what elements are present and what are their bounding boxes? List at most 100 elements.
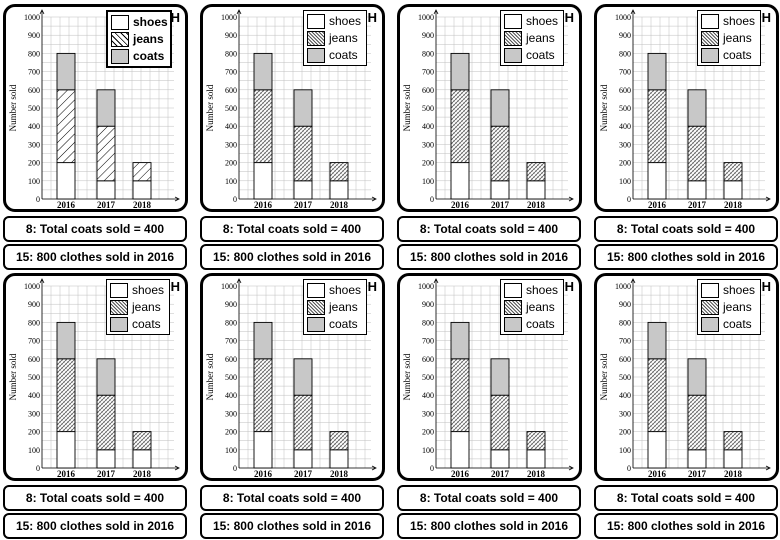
y-axis-label: Number sold [599,353,609,400]
legend-swatch-shoes [701,14,719,29]
version-tag: H [564,10,574,25]
bar-shoes-2017 [96,449,116,469]
bar-coats-2017 [490,89,510,127]
y-tick-label: 300 [422,140,434,149]
y-tick-label: 500 [619,373,631,382]
legend-swatch-coats [111,49,129,64]
legend-label: jeans [132,300,161,314]
x-tick-label: 2018 [133,200,152,209]
chart-panel: 0 100 200 300 400 500 600 700 800 900 1000 Number s… [397,273,582,481]
legend-swatch-jeans [111,32,129,47]
bar-jeans-2017 [687,125,707,182]
statement-box-2: 15: 800 clothes sold in 2016 [200,244,384,270]
legend-swatch-jeans [110,300,128,315]
statement-box-1: 8: Total coats sold = 400 [200,216,384,242]
y-axis-label: Number sold [599,84,609,131]
legend-swatch-jeans [504,31,522,46]
y-tick-label: 800 [28,318,40,327]
y-tick-label: 500 [619,104,631,113]
y-tick-label: 900 [422,31,434,40]
legend-swatch-coats [307,317,325,332]
y-tick-label: 700 [28,337,40,346]
legend-label: shoes [132,283,165,297]
y-tick-label: 400 [422,391,434,400]
version-tag: H [564,279,574,294]
legend-swatch-coats [110,317,128,332]
bar-shoes-2017 [293,449,313,469]
bar-shoes-2018 [526,180,546,200]
y-tick-label: 200 [225,428,237,437]
legend-item-coats: coats [701,317,759,333]
stacked-bar-chart: 0 100 200 300 400 500 600 700 800 900 1000 Number s… [205,9,377,209]
chart-card-2: 0 100 200 300 400 500 600 700 800 900 1000 Number s… [200,4,385,270]
y-tick-label: 100 [422,446,434,455]
bar-coats-2017 [96,89,116,127]
chart-card-8: 0 100 200 300 400 500 600 700 800 900 1000 Number s… [594,273,779,539]
y-tick-label: 200 [619,159,631,168]
y-tick-label: 1000 [418,282,434,291]
y-tick-label: 400 [28,122,40,131]
bar-jeans-2018 [526,162,546,182]
chart-panel: 0 100 200 300 400 500 600 700 800 900 1000 Number s… [3,273,188,481]
legend-swatch-shoes [307,283,325,298]
bar-shoes-2017 [96,180,116,200]
legend: shoes jeans coats [697,279,761,335]
bar-jeans-2016 [450,358,470,433]
bar-jeans-2017 [96,125,116,182]
x-tick-label: 2017 [688,469,707,478]
legend-swatch-shoes [504,14,522,29]
y-tick-label: 400 [225,391,237,400]
y-tick-label: 700 [422,337,434,346]
y-axis-label: Number sold [8,84,18,131]
bar-jeans-2016 [450,89,470,164]
x-tick-label: 2018 [330,469,349,478]
bar-jeans-2018 [329,431,349,451]
bar-coats-2016 [253,321,273,360]
legend-label: shoes [329,14,362,28]
bar-jeans-2018 [132,431,152,451]
legend-swatch-coats [701,48,719,63]
bar-coats-2016 [647,321,667,360]
y-axis-label: Number sold [205,353,215,400]
y-tick-label: 300 [619,140,631,149]
y-tick-label: 600 [619,86,631,95]
bar-coats-2016 [647,52,667,91]
bar-jeans-2016 [253,358,273,433]
y-tick-label: 100 [619,446,631,455]
y-tick-label: 300 [422,409,434,418]
version-tag: H [170,279,180,294]
stacked-bar-chart: 0 100 200 300 400 500 600 700 800 900 1000 Number s… [205,278,377,478]
bar-shoes-2017 [490,449,510,469]
bar-coats-2016 [253,52,273,91]
y-axis-label: Number sold [402,84,412,131]
y-tick-label: 1000 [418,13,434,22]
y-tick-label: 700 [619,337,631,346]
legend-label: coats [329,48,358,62]
y-tick-label: 400 [225,122,237,131]
chart-card-3: 0 100 200 300 400 500 600 700 800 900 1000 Number s… [397,4,582,270]
bar-shoes-2017 [293,180,313,200]
legend-label: shoes [723,283,756,297]
bar-coats-2017 [293,358,313,396]
y-tick-label: 500 [28,373,40,382]
x-tick-label: 2016 [57,200,76,209]
legend-label: shoes [329,283,362,297]
bar-shoes-2017 [687,180,707,200]
x-tick-label: 2017 [97,200,116,209]
chart-panel: 0 100 200 300 400 500 600 700 800 900 1000 Number s… [3,4,188,212]
y-tick-label: 100 [422,177,434,186]
x-tick-label: 2016 [57,469,76,478]
legend-label: coats [526,317,555,331]
legend-label: jeans [526,300,555,314]
x-tick-label: 2016 [451,469,470,478]
y-tick-label: 600 [225,355,237,364]
y-tick-label: 500 [422,373,434,382]
stacked-bar-chart: 0 100 200 300 400 500 600 700 800 900 1000 Number s… [402,9,574,209]
bar-shoes-2018 [526,449,546,469]
chart-card-1: 0 100 200 300 400 500 600 700 800 900 1000 Number s… [3,4,188,270]
y-tick-label: 700 [422,68,434,77]
y-tick-label: 400 [619,122,631,131]
y-tick-label: 100 [225,177,237,186]
bar-jeans-2018 [132,162,152,182]
y-tick-label: 0 [430,464,434,473]
